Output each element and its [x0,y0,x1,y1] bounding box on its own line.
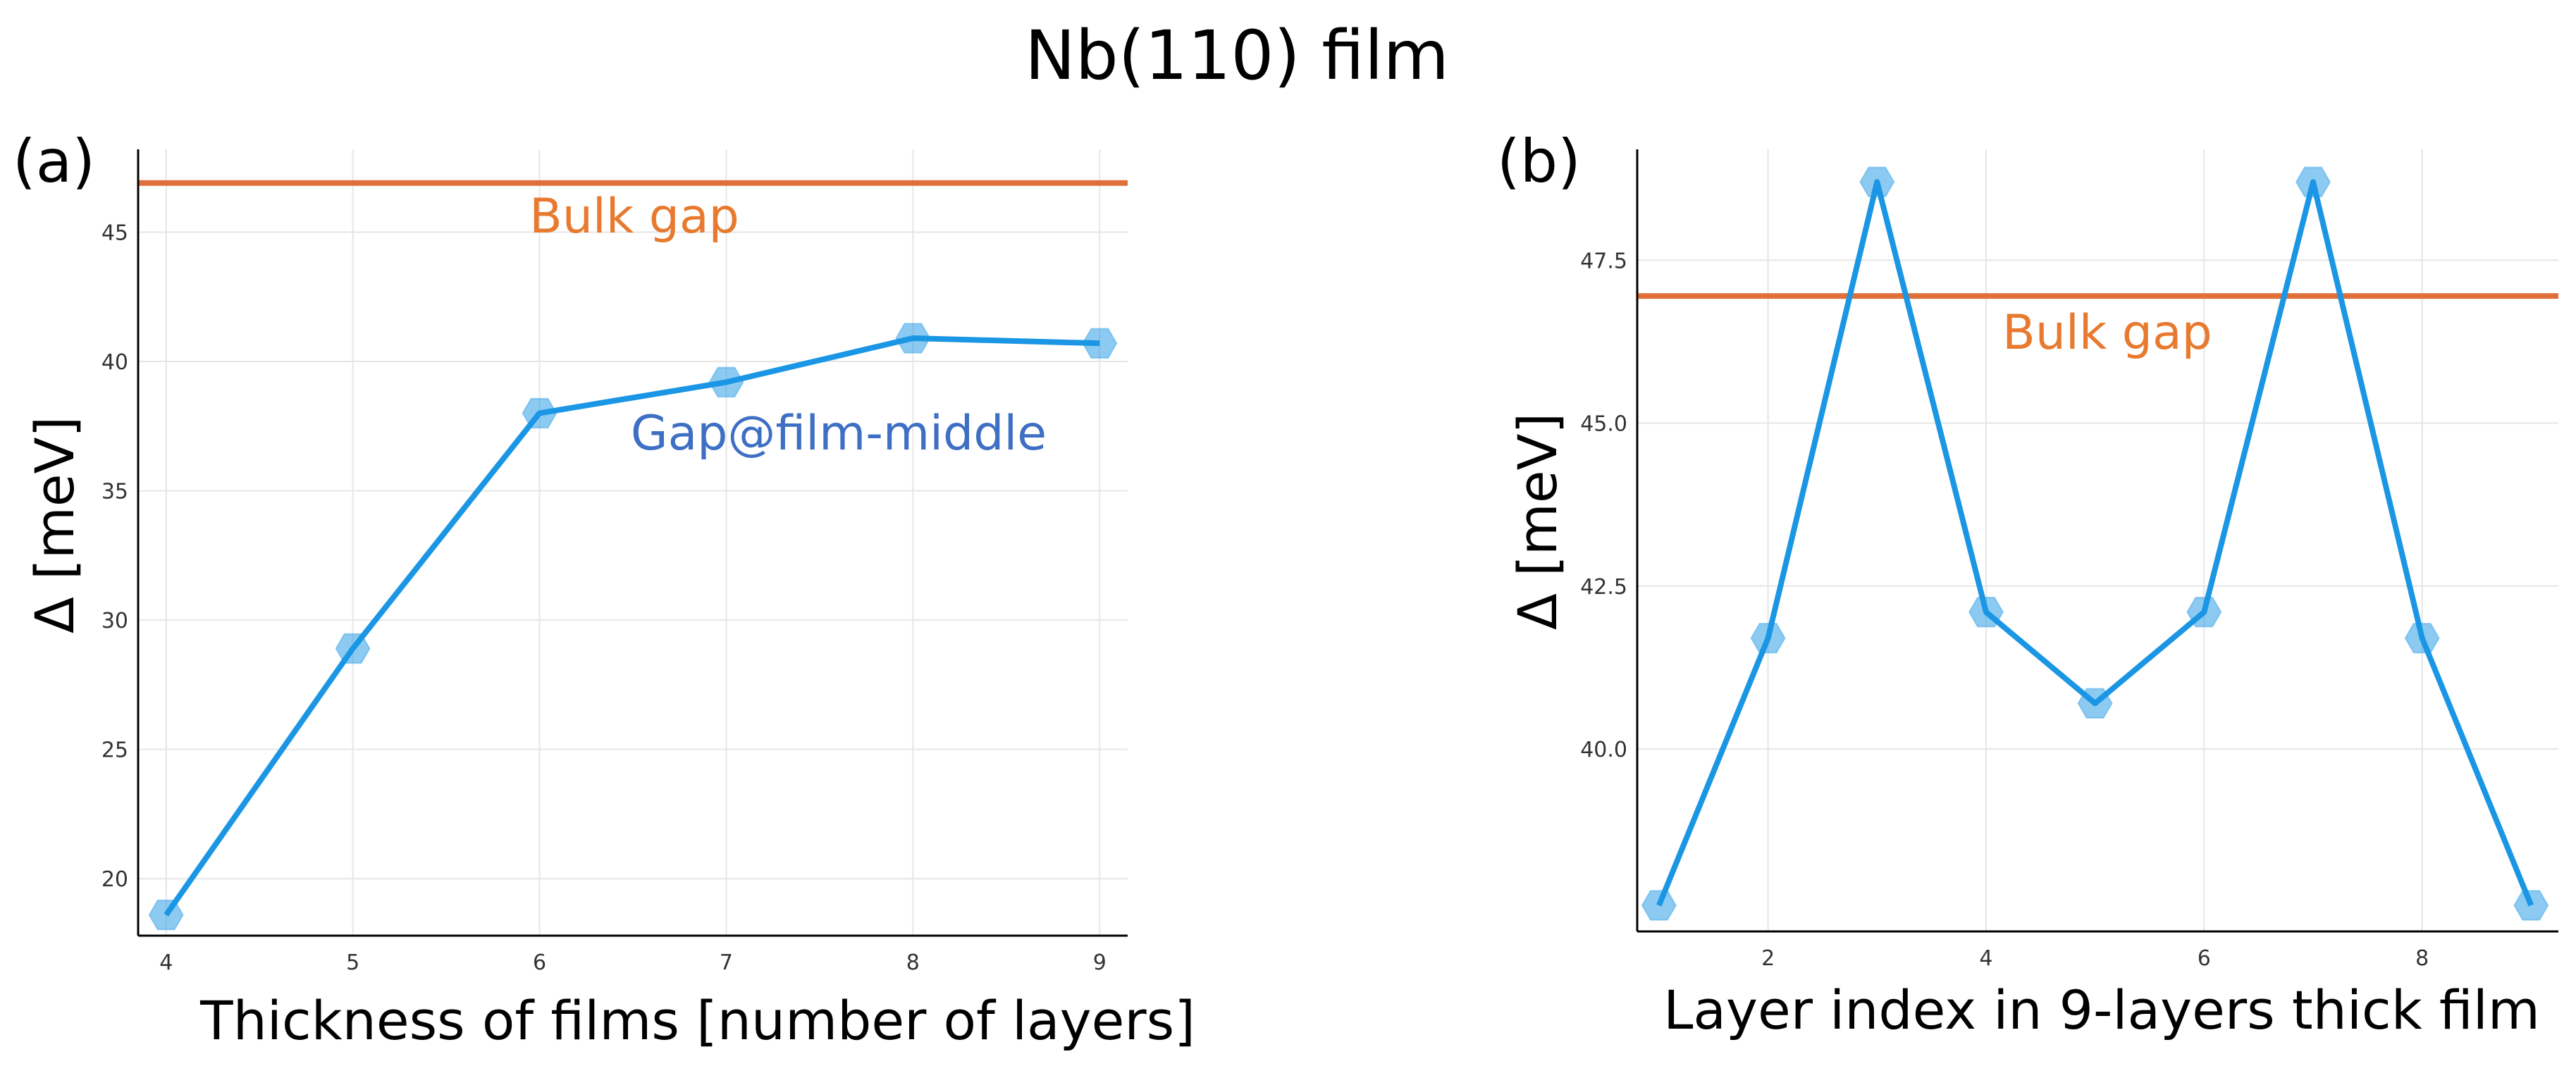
panel-b-data-point [1859,166,1895,197]
panel-b-y-tick-label: 47.5 [1580,249,1627,273]
panel-b-data-point [2513,890,2549,921]
panel-b-ticks: 2 4 6 8 40.0 42.5 45.0 47.5 [1580,249,2429,971]
panel-b-x-tick-label: 4 [1979,946,1992,971]
panel-a-series [148,323,1118,931]
panel-b-y-tick-label: 42.5 [1580,575,1627,600]
panel-b-bulk-gap-label: Bulk gap [2002,305,2212,361]
panel-b-data-point [1641,890,1677,921]
panel-b-data-point [2077,688,2113,719]
panel-a-x-tick-label: 6 [533,950,546,975]
panel-a-y-tick-label: 30 [101,609,128,633]
panel-b-data-point [2295,166,2331,197]
panel-b-x-tick-label: 2 [1761,946,1775,971]
panel-a-y-axis-label: Δ [meV] [23,416,86,633]
panel-a-x-tick-label: 5 [346,950,359,975]
panel-b: (b) 2 4 6 8 40.0 42.5 45.0 47.5 Bulk gap Layer … [1497,127,2558,1041]
panel-b-grid [1637,149,2558,931]
panel-a-y-tick-label: 25 [101,738,128,763]
panel-b-y-tick-label: 40.0 [1580,738,1627,762]
panel-b-series [1641,166,2549,921]
panel-b-x-tick-label: 8 [2415,946,2429,971]
panel-b-data-point [1968,597,2004,628]
panel-a-grid [138,149,1128,936]
panel-a-x-tick-label: 4 [159,950,173,975]
panel-a-x-tick-label: 8 [906,950,920,975]
panel-a-x-tick-label: 7 [720,950,733,975]
panel-b-data-point [2404,623,2440,654]
panel-a-data-point [335,633,371,664]
panel-a-series-line [164,335,1100,917]
panel-b-x-axis-label: Layer index in 9-layers thick film [1663,979,2540,1041]
panel-a-data-point [1082,328,1118,359]
panel-a-y-tick-label: 45 [101,221,128,245]
panel-b-data-point [1750,623,1786,654]
panel-b-label: (b) [1497,127,1581,196]
panel-a-label: (a) [13,127,95,196]
panel-b-series-line [1656,179,2534,907]
panel-a-data-point [708,366,744,398]
panel-a-axes [137,149,1128,937]
panel-a-x-axis-label: Thickness of films [number of layers] [199,989,1195,1052]
panel-a-bulk-gap-label: Bulk gap [529,189,739,244]
panel-a-y-tick-label: 40 [101,350,128,375]
figure-title: Nb(110) film [1025,16,1449,95]
panel-a-y-tick-label: 35 [101,480,128,504]
panel-b-data-point [2186,597,2222,628]
panel-a-x-tick-label: 9 [1093,950,1107,975]
panel-b-y-axis-label: Δ [meV] [1506,413,1569,630]
panel-b-axes [1636,149,2558,933]
panel-a-series-label: Gap@film-middle [631,406,1047,461]
panel-a-data-point [895,323,931,354]
panel-a-data-point [522,397,557,429]
panel-a-y-tick-label: 20 [101,867,128,892]
panel-a-data-point [148,899,184,931]
panel-b-y-tick-label: 45.0 [1580,412,1627,437]
panel-b-x-tick-label: 6 [2198,946,2211,971]
